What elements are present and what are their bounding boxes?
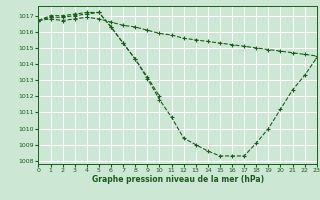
- X-axis label: Graphe pression niveau de la mer (hPa): Graphe pression niveau de la mer (hPa): [92, 175, 264, 184]
